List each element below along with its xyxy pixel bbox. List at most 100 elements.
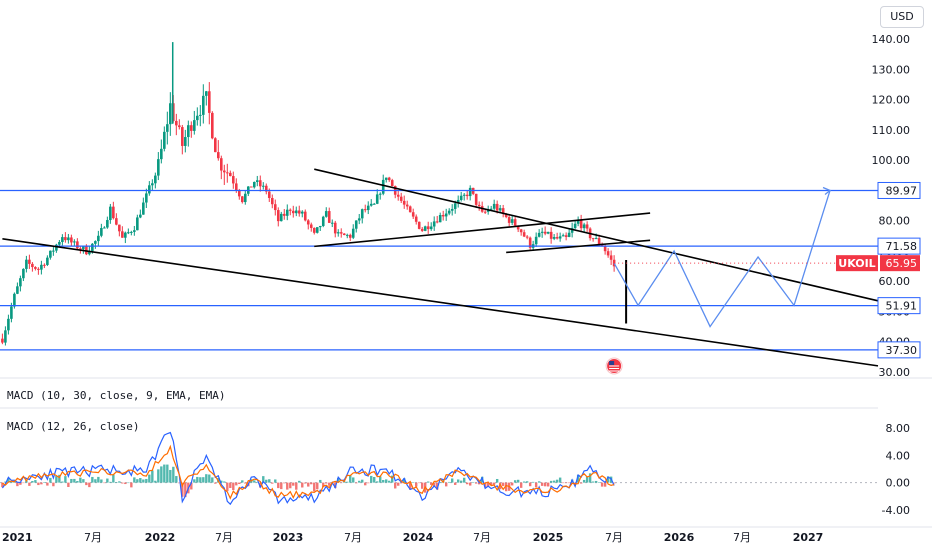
macd-histogram-bar: [322, 482, 325, 488]
candle: [142, 202, 145, 215]
macd-histogram-bar: [579, 482, 583, 484]
macd-histogram-bar: [612, 482, 616, 484]
candle: [405, 204, 409, 207]
candle: [462, 194, 466, 196]
macd-histogram-bar: [109, 481, 112, 483]
macd-histogram-bar: [232, 482, 235, 491]
macd-histogram-bar: [489, 482, 493, 486]
macd-histogram-bar: [1, 482, 4, 488]
macd-histogram-bar: [67, 482, 70, 487]
macd-histogram-bar: [145, 478, 148, 483]
macd-histogram-bar: [522, 481, 526, 483]
candle: [345, 234, 349, 236]
candle: [339, 232, 343, 234]
macd-tick-label: 8.00: [886, 422, 911, 435]
candle: [582, 224, 586, 229]
macd-legend-2[interactable]: MACD (12, 26, close): [7, 420, 140, 433]
candle: [414, 216, 418, 222]
macd-histogram-bar: [253, 480, 256, 483]
candle: [10, 306, 13, 319]
candle: [504, 213, 508, 218]
time-tick-label: 7月: [215, 531, 233, 544]
time-tick-label: 2023: [273, 531, 304, 544]
candle: [88, 251, 91, 255]
candle: [163, 131, 166, 149]
candle: [211, 112, 214, 139]
macd-histogram-bar: [585, 476, 589, 483]
macd-histogram-bar: [358, 480, 361, 483]
candle: [399, 196, 403, 201]
trend-line: [506, 239, 651, 254]
macd-histogram-bar: [10, 481, 13, 483]
currency-button[interactable]: USD: [880, 6, 924, 28]
candle: [396, 194, 400, 197]
candle: [255, 180, 259, 182]
price-tick-label: 80.00: [879, 215, 911, 228]
macd-histogram-bar: [268, 479, 271, 483]
candle: [435, 221, 439, 223]
candle: [336, 232, 340, 234]
candle: [285, 209, 289, 216]
candle: [151, 183, 154, 186]
candle: [426, 226, 430, 230]
time-tick-label: 7月: [605, 531, 623, 544]
candle: [525, 236, 529, 238]
level-label: 51.91: [886, 300, 918, 313]
candle: [522, 232, 526, 237]
candle: [19, 278, 22, 287]
macd-histogram-bar: [292, 482, 295, 486]
macd-histogram-bar: [31, 481, 34, 483]
candle: [561, 235, 565, 237]
macd-histogram-bar: [40, 482, 43, 485]
candle: [25, 259, 28, 269]
macd-histogram-bar: [319, 479, 322, 483]
candle: [43, 264, 46, 266]
macd-line: [1, 431, 615, 506]
macd-legend-1[interactable]: MACD (10, 30, close, 9, EMA, EMA): [7, 389, 226, 402]
candle: [411, 212, 415, 217]
macd-histogram-bar: [124, 482, 127, 485]
candle: [576, 219, 580, 224]
candle: [366, 205, 370, 211]
candle: [100, 228, 103, 236]
macd-histogram-bar: [235, 482, 238, 486]
macd-histogram-bar: [397, 482, 400, 486]
macd-histogram-bar: [49, 477, 52, 483]
candle: [199, 114, 202, 116]
candle: [166, 124, 169, 132]
candle: [58, 242, 61, 245]
macd-histogram-bar: [199, 477, 202, 483]
macd-histogram-bar: [409, 482, 412, 490]
macd-histogram-bar: [85, 482, 88, 486]
macd-histogram-bar: [154, 480, 157, 483]
price-tick-label: 130.00: [872, 63, 911, 76]
candle: [187, 125, 190, 138]
candle: [115, 218, 118, 225]
macd-histogram-bar: [334, 482, 337, 489]
candle: [133, 230, 136, 232]
candle: [597, 238, 601, 245]
trend-line: [314, 168, 879, 302]
time-tick-label: 7月: [733, 531, 751, 544]
candle: [432, 221, 436, 227]
candle: [528, 237, 532, 248]
candle: [453, 203, 457, 209]
macd-histogram-bar: [606, 476, 610, 483]
macd-histogram-bar: [223, 481, 226, 483]
candle: [91, 243, 94, 252]
macd-histogram-bar: [52, 482, 55, 487]
macd-histogram-bar: [289, 482, 292, 489]
macd-histogram-bar: [271, 482, 274, 484]
candle: [333, 222, 337, 234]
candle: [606, 251, 610, 256]
candle: [40, 264, 43, 270]
macd-histogram-bar: [418, 482, 421, 484]
candle: [489, 208, 493, 210]
time-tick-label: 2026: [664, 531, 695, 544]
macd-histogram-bar: [597, 482, 601, 483]
candle: [103, 227, 106, 229]
candle: [369, 203, 373, 206]
macd-histogram-bar: [7, 478, 10, 483]
